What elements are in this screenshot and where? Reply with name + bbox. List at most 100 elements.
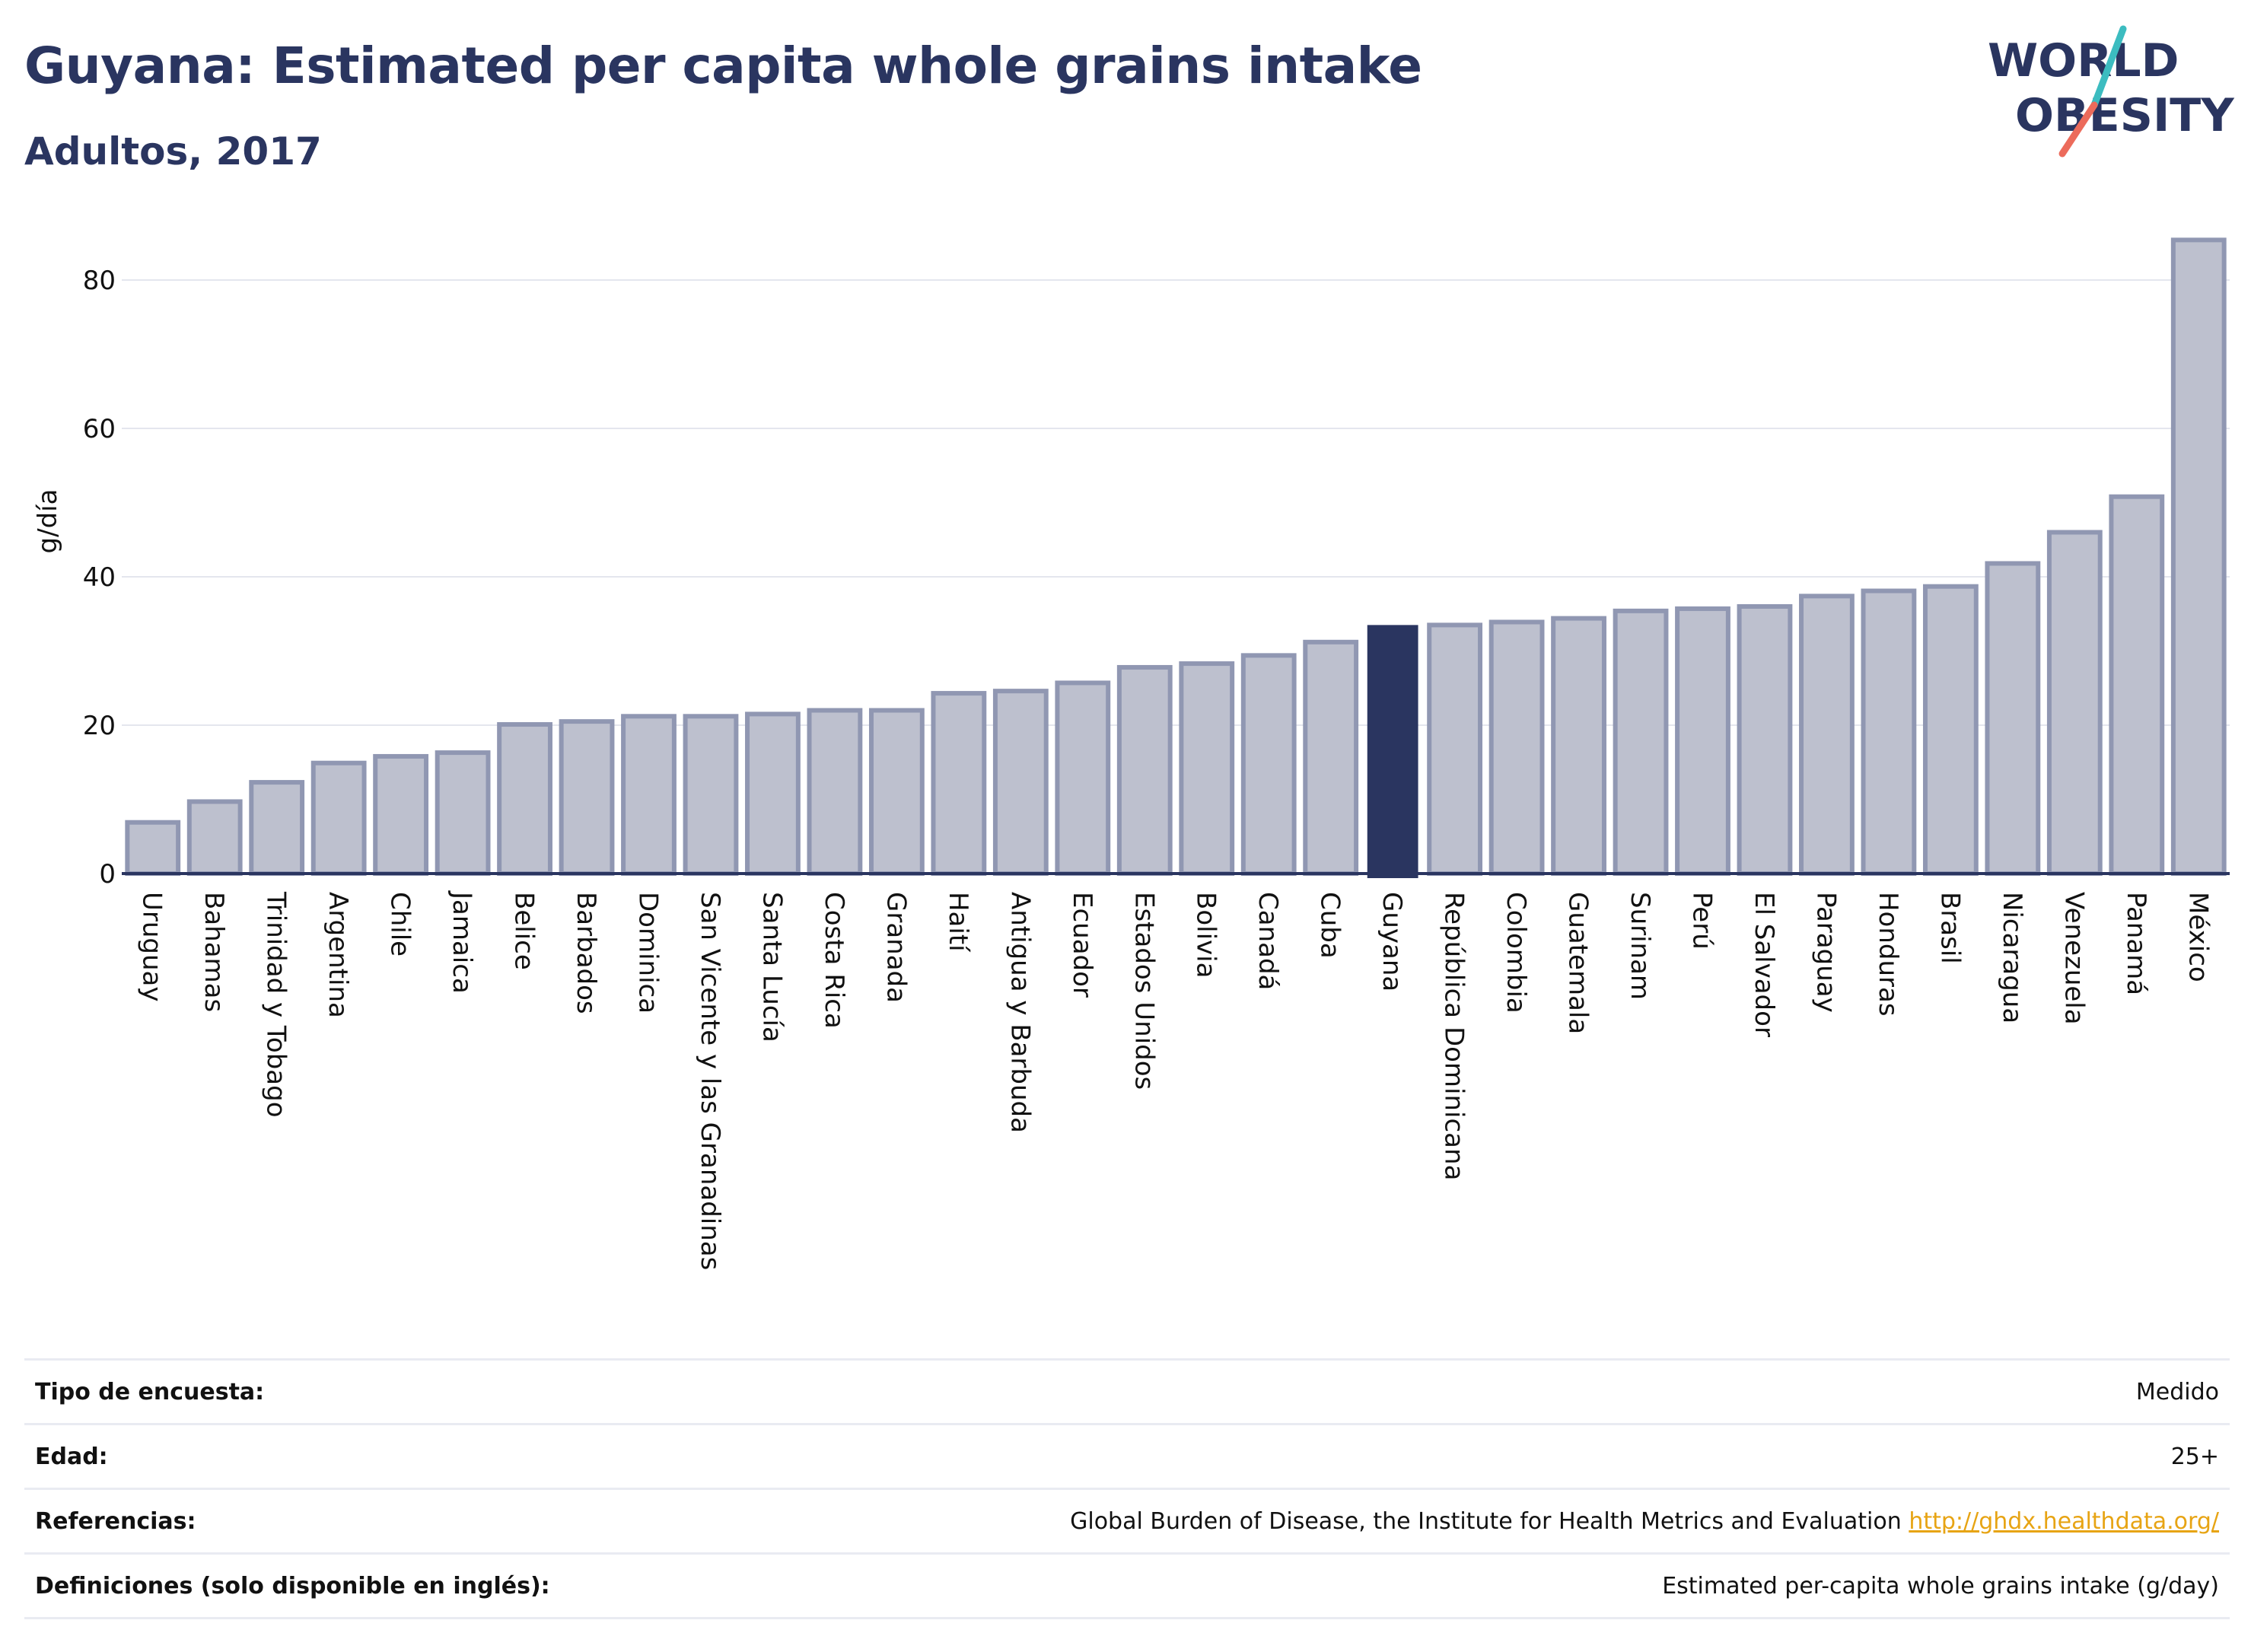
bar-venezuela bbox=[2046, 530, 2103, 876]
x-tick-label: Canadá bbox=[1253, 892, 1283, 990]
bar-bahamas bbox=[186, 799, 243, 877]
logo-slash-coral bbox=[2058, 101, 2098, 158]
x-tick-label: Bolivia bbox=[1191, 892, 1221, 978]
bar-dominica bbox=[621, 714, 677, 876]
x-tick-label: Estados Unidos bbox=[1129, 892, 1159, 1090]
bar-panam- bbox=[2109, 494, 2165, 876]
y-tick-label: 80 bbox=[83, 266, 116, 296]
x-tick-label: Guyana bbox=[1377, 892, 1407, 992]
bar-hait- bbox=[931, 691, 987, 877]
x-tick-label: Colombia bbox=[1501, 892, 1531, 1014]
x-tick-label: Bahamas bbox=[199, 892, 229, 1012]
bar-paraguay bbox=[1799, 594, 1855, 876]
metadata-label: Referencias: bbox=[24, 1488, 718, 1554]
bar-honduras bbox=[1861, 588, 1917, 877]
bar-chart: 0 20 40 60 80 g/día Uruguay Bahamas Trinidad y… bbox=[33, 237, 2230, 1270]
bar-brasil bbox=[1922, 584, 1979, 876]
bar-el-salvador bbox=[1737, 604, 1793, 876]
y-axis-ticks: 0 20 40 60 80 bbox=[83, 266, 116, 890]
bar-barbados bbox=[559, 719, 615, 876]
x-tick-label: Barbados bbox=[571, 892, 601, 1014]
bar-jamaica bbox=[435, 750, 491, 877]
metadata-value-text: Global Burden of Disease, the Institute … bbox=[1070, 1507, 1902, 1535]
chart-title: Guyana: Estimated per capita whole grain… bbox=[24, 37, 1422, 95]
x-tick-label: Argentina bbox=[323, 892, 353, 1018]
bar-surinam bbox=[1613, 608, 1669, 876]
x-tick-label: Guatemala bbox=[1563, 892, 1594, 1034]
chart-subtitle: Adultos, 2017 bbox=[24, 129, 322, 173]
x-tick-label: Venezuela bbox=[2058, 892, 2089, 1025]
bar-guyana bbox=[1367, 625, 1418, 878]
x-tick-label: República Dominicana bbox=[1439, 892, 1469, 1180]
bars bbox=[125, 237, 2227, 878]
metadata-value-text: 25+ bbox=[2170, 1443, 2219, 1470]
bar-costa-rica bbox=[807, 708, 863, 876]
logo-slash-teal bbox=[2090, 25, 2127, 109]
metadata-row: Referencias: Global Burden of Disease, th… bbox=[24, 1488, 2230, 1554]
bar-rep-blica-dominicana bbox=[1427, 622, 1483, 876]
world-obesity-logo: WORLD OBESITY bbox=[1988, 25, 2235, 158]
metadata-value: Medido bbox=[717, 1358, 2230, 1424]
x-tick-label: Chile bbox=[385, 892, 415, 957]
bar-m-xico bbox=[2170, 237, 2227, 877]
y-axis-label: g/día bbox=[33, 489, 63, 554]
metadata-value: 25+ bbox=[717, 1423, 2230, 1489]
metadata-row: Definiciones (solo disponible en inglés)… bbox=[24, 1552, 2230, 1619]
bar-canad- bbox=[1240, 653, 1297, 876]
metadata-label: Tipo de encuesta: bbox=[24, 1358, 718, 1424]
bar-uruguay bbox=[125, 820, 181, 876]
x-tick-label: Surinam bbox=[1625, 892, 1655, 1000]
bar-bolivia bbox=[1179, 661, 1235, 876]
x-tick-label: Costa Rica bbox=[819, 892, 849, 1029]
x-tick-label: México bbox=[2183, 892, 2213, 982]
x-tick-label: Ecuador bbox=[1067, 892, 1097, 998]
reference-link[interactable]: http://ghdx.healthdata.org/ bbox=[1909, 1507, 2219, 1535]
metadata-value-text: Medido bbox=[2135, 1378, 2219, 1405]
x-tick-label: Uruguay bbox=[137, 892, 167, 1002]
logo-text-world: WORLD bbox=[1988, 34, 2179, 88]
metadata-row: Edad: 25+ bbox=[24, 1423, 2230, 1489]
bar-argentina bbox=[310, 760, 367, 876]
y-tick-label: 20 bbox=[83, 711, 116, 741]
x-tick-label: Jamaica bbox=[447, 890, 477, 994]
y-tick-label: 60 bbox=[83, 414, 116, 444]
x-tick-label: Granada bbox=[880, 892, 911, 1003]
y-tick-label: 0 bbox=[99, 859, 116, 890]
x-tick-label: Paraguay bbox=[1810, 892, 1841, 1013]
x-tick-label: Perú bbox=[1687, 892, 1718, 950]
bar-belice bbox=[497, 722, 552, 877]
bar-cuba bbox=[1303, 639, 1359, 876]
x-tick-label: Antigua y Barbuda bbox=[1005, 892, 1035, 1133]
bar-granada bbox=[868, 708, 925, 876]
bar-trinidad-y-tobago bbox=[249, 780, 305, 876]
metadata-row: Tipo de encuesta: Medido bbox=[24, 1358, 2230, 1424]
metadata-value: Estimated per-capita whole grains intake… bbox=[717, 1552, 2230, 1619]
logo-text-obesity: OBESITY bbox=[2015, 89, 2235, 142]
bar-colombia bbox=[1488, 619, 1545, 876]
x-axis-tick-labels: Uruguay Bahamas Trinidad y Tobago Argentina… bbox=[137, 890, 2214, 1270]
metadata-table: Tipo de encuesta: Medido Edad: 25+ Referenci… bbox=[24, 1358, 2230, 1619]
x-tick-label: Santa Lucía bbox=[756, 892, 787, 1042]
bar-antigua-y-barbuda bbox=[992, 689, 1049, 877]
bar-san-vicente-y-las-granadinas bbox=[683, 714, 739, 876]
bar-nicaragua bbox=[1985, 561, 2041, 876]
bar-per- bbox=[1675, 606, 1730, 876]
y-tick-label: 40 bbox=[83, 562, 116, 593]
x-tick-label: Panamá bbox=[2121, 892, 2151, 995]
bar-estados-unidos bbox=[1116, 664, 1173, 876]
x-tick-label: Dominica bbox=[633, 892, 664, 1014]
x-tick-label: San Vicente y las Granadinas bbox=[695, 892, 725, 1270]
x-tick-label: Brasil bbox=[1934, 892, 1965, 964]
x-tick-label: Haití bbox=[943, 892, 973, 953]
metadata-label: Definiciones (solo disponible en inglés)… bbox=[24, 1552, 718, 1619]
metadata-label: Edad: bbox=[24, 1423, 718, 1489]
x-tick-label: Cuba bbox=[1315, 892, 1345, 959]
x-tick-label: Honduras bbox=[1873, 892, 1903, 1017]
bar-santa-luc-a bbox=[745, 711, 801, 876]
x-tick-label: El Salvador bbox=[1749, 892, 1779, 1037]
bar-chile bbox=[373, 753, 429, 877]
bar-ecuador bbox=[1055, 680, 1111, 876]
metadata-value: Global Burden of Disease, the Institute … bbox=[717, 1488, 2230, 1554]
x-tick-label: Nicaragua bbox=[1997, 892, 2027, 1023]
x-tick-label: Trinidad y Tobago bbox=[261, 891, 291, 1118]
